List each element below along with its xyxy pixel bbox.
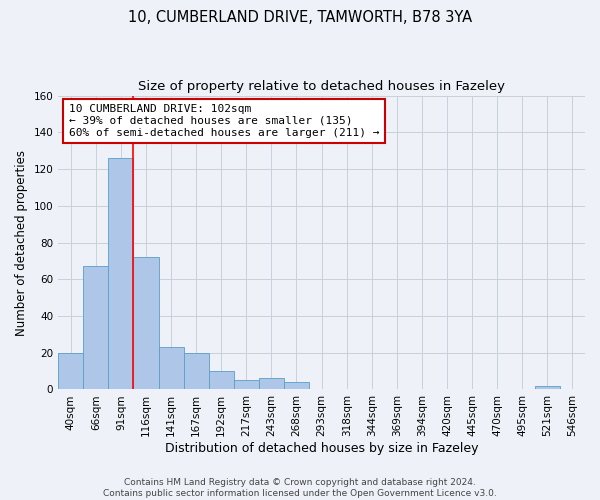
Title: Size of property relative to detached houses in Fazeley: Size of property relative to detached ho… [138, 80, 505, 93]
Text: 10 CUMBERLAND DRIVE: 102sqm
← 39% of detached houses are smaller (135)
60% of se: 10 CUMBERLAND DRIVE: 102sqm ← 39% of det… [69, 104, 379, 138]
Bar [158, 347, 184, 390]
X-axis label: Distribution of detached houses by size in Fazeley: Distribution of detached houses by size … [165, 442, 478, 455]
Bar [284, 382, 309, 390]
Y-axis label: Number of detached properties: Number of detached properties [15, 150, 28, 336]
Bar [109, 158, 133, 390]
Bar [535, 386, 560, 390]
Bar [259, 378, 284, 390]
Text: 10, CUMBERLAND DRIVE, TAMWORTH, B78 3YA: 10, CUMBERLAND DRIVE, TAMWORTH, B78 3YA [128, 10, 472, 25]
Bar [133, 257, 158, 390]
Bar [209, 371, 234, 390]
Bar [58, 352, 83, 390]
Bar [83, 266, 109, 390]
Text: Contains HM Land Registry data © Crown copyright and database right 2024.
Contai: Contains HM Land Registry data © Crown c… [103, 478, 497, 498]
Bar [184, 352, 209, 390]
Bar [234, 380, 259, 390]
